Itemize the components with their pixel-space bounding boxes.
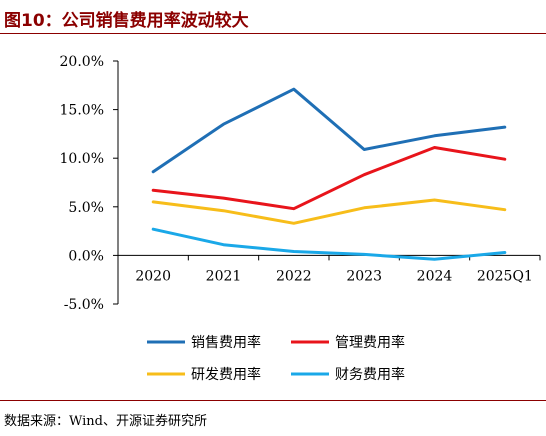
y-tick-label: 20.0% [60, 54, 104, 70]
x-tick-labels: 2020 2021 2022 2023 2024 2025Q1 [135, 268, 532, 284]
series-line [151, 198, 507, 225]
x-tick-label: 2024 [417, 268, 453, 284]
y-tick-label: -5.0% [64, 297, 104, 313]
y-tick-labels: 20.0% 15.0% 10.0% 5.0% 0.0% -5.0% [60, 54, 104, 313]
y-tick-label: 10.0% [60, 151, 104, 167]
source-bar: 数据来源：Wind、开源证券研究所 [0, 400, 546, 436]
line-chart: 20.0%15.0%10.0%5.0%0.0%-5.0% 2020 2021 202… [60, 54, 541, 383]
y-tick-label: 5.0% [68, 200, 104, 216]
x-tick-label: 2025Q1 [477, 268, 533, 284]
x-tick-label: 2021 [206, 268, 242, 284]
y-tick-label: 15.0% [60, 103, 104, 119]
legend-label: 财务费用率 [335, 366, 405, 383]
legend-label: 管理费用率 [335, 334, 405, 351]
legend-label: 研发费用率 [191, 366, 261, 383]
legend-label: 销售费用率 [191, 334, 261, 351]
x-tick-label: 2020 [135, 268, 171, 284]
y-tick-label: 0.0% [68, 248, 104, 264]
figure-title: 图10：公司销售费用率波动较大 [4, 11, 249, 31]
title-bar: 图10：公司销售费用率波动较大 [0, 0, 546, 34]
source-note: 数据来源：Wind、开源证券研究所 [4, 414, 207, 429]
series-line [151, 146, 507, 211]
series-lines [151, 87, 507, 261]
series-line [151, 87, 507, 174]
x-tick-label: 2022 [276, 268, 312, 284]
x-tick-label: 2023 [346, 268, 382, 284]
chart-area: 20.0% 15.0% 10.0% 5.0% 0.0% -5.0% 2020 2021 202… [0, 34, 546, 400]
series-line [151, 227, 507, 261]
